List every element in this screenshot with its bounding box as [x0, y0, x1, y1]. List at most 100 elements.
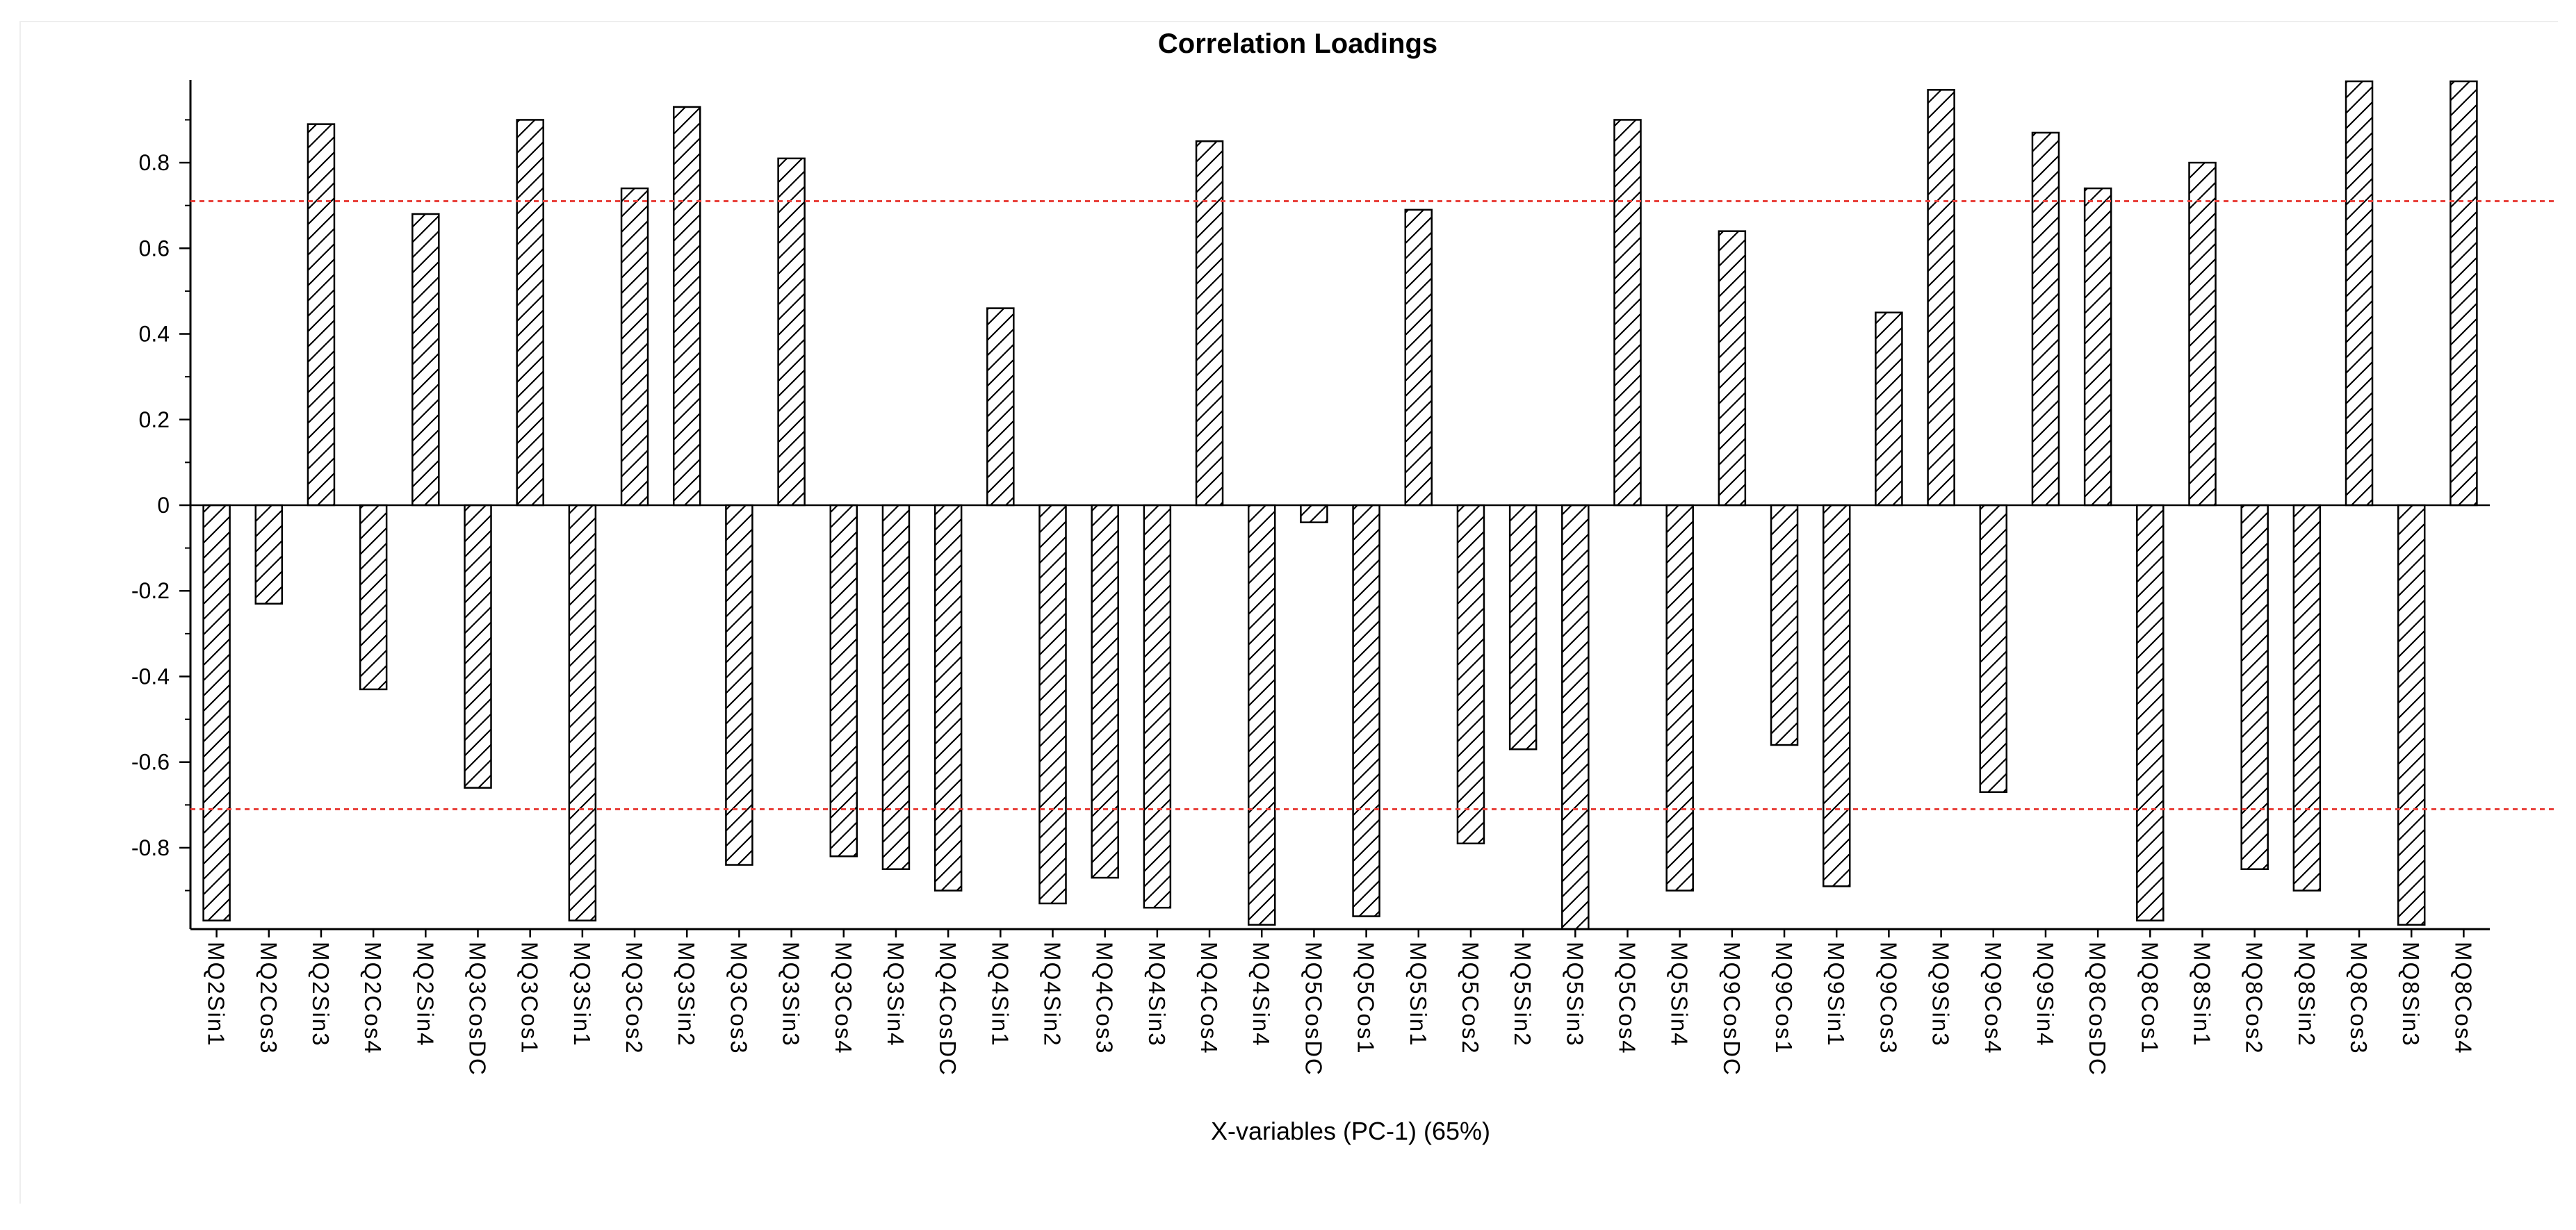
x-tick-label: MQ5Cos2: [1458, 942, 1483, 1055]
bar-mq9sin4: [2031, 131, 2060, 507]
x-tick-label: MQ4Sin2: [1040, 942, 1066, 1047]
x-tick-label: MQ4CosDC: [935, 942, 961, 1076]
x-tick-label: MQ9CosDC: [1719, 942, 1745, 1076]
bar-mq8cos3: [2345, 80, 2374, 507]
x-tick-label: MQ5Sin3: [1562, 942, 1588, 1047]
x-tick-label: MQ8Sin2: [2294, 942, 2320, 1047]
bar-mq2sin4: [411, 213, 440, 507]
bar-mq9cosdc: [1718, 230, 1747, 507]
x-tick-label: MQ5Cos4: [1615, 942, 1640, 1055]
bar-mq3sin2: [672, 106, 701, 507]
x-tick-label: MQ3CosDC: [465, 942, 491, 1076]
x-tick-label: MQ3Sin4: [883, 942, 908, 1047]
x-tick-label: MQ3Sin3: [778, 942, 804, 1047]
x-tick-label: MQ3Cos4: [831, 942, 856, 1055]
y-tick-label: 0: [157, 493, 170, 518]
x-tick-label: MQ3Cos1: [517, 942, 543, 1055]
bar-mq4sin4: [1247, 504, 1276, 926]
y-tick-label: 0.6: [139, 236, 170, 261]
x-tick-label: MQ4Sin3: [1144, 942, 1170, 1047]
y-tick-label: -0.6: [131, 750, 170, 775]
bar-mq9sin3: [1927, 89, 1955, 507]
bar-mq5cos4: [1613, 119, 1642, 507]
x-tick-label: MQ5Cos1: [1353, 942, 1379, 1055]
bar-mq3sin1: [568, 504, 597, 921]
x-tick-label: MQ3Sin1: [569, 942, 595, 1047]
x-tick-label: MQ5Sin4: [1667, 942, 1693, 1047]
x-tick-label: MQ8Sin1: [2190, 942, 2215, 1047]
x-tick-label: MQ9Cos4: [1980, 942, 2006, 1055]
correlation-loadings-chart: Correlation Loadings -0.8 -0.6 -0.4 -0.2 0 0.…: [131, 28, 2558, 1145]
bar-mq3cos1: [516, 119, 544, 507]
bar-mq8cos2: [2240, 504, 2269, 870]
bar-mq4cos4: [1195, 140, 1224, 507]
x-axis-label: X-variables (PC-1) (65%): [1211, 1117, 1490, 1145]
bar-mq3cos2: [620, 187, 649, 507]
bar-mq2cos3: [254, 504, 284, 605]
bar-mq8sin1: [2188, 161, 2217, 507]
x-tick-label: MQ8CosDC: [2085, 942, 2110, 1076]
x-tick-label: MQ2Sin3: [308, 942, 334, 1047]
x-tick-label: MQ9Sin3: [1928, 942, 1954, 1047]
x-tick-label: MQ9Cos3: [1875, 942, 1901, 1055]
x-tick-label: MQ4Sin1: [987, 942, 1013, 1047]
bar-mq5sin1: [1404, 208, 1433, 507]
bar-mq9cos4: [1979, 504, 2008, 794]
y-tick-label: -0.2: [131, 578, 170, 603]
bar-mq4sin2: [1038, 504, 1067, 905]
x-tick-label: MQ5CosDC: [1301, 942, 1326, 1076]
bar-mq4cos3: [1091, 504, 1119, 879]
bar-mq2cos4: [359, 504, 388, 691]
bar-mq3sin4: [881, 504, 911, 870]
x-tick-label: MQ3Cos2: [621, 942, 647, 1055]
x-tick-label: MQ2Sin4: [412, 942, 438, 1047]
chart-frame: Correlation Loadings -0.8 -0.6 -0.4 -0.2 0 0.…: [19, 21, 2558, 1204]
x-tick-label: MQ3Cos3: [726, 942, 751, 1055]
x-tick-label: MQ9Sin1: [1823, 942, 1849, 1047]
bar-mq5sin2: [1508, 504, 1538, 751]
bar-mq9cos3: [1875, 311, 1903, 507]
y-tick-label: 0.4: [139, 322, 170, 347]
bar-mq5cos2: [1456, 504, 1485, 845]
bar-mq9cos1: [1770, 504, 1799, 746]
bar-mq5sin3: [1561, 504, 1590, 930]
bar-mq8sin3: [2397, 504, 2426, 926]
x-tick-label: MQ8Cos4: [2450, 942, 2476, 1055]
y-tick-label: 0.8: [139, 150, 170, 175]
x-tick-label: MQ8Sin3: [2398, 942, 2424, 1047]
x-tick-label: MQ8Cos3: [2346, 942, 2372, 1055]
bar-mq3cos4: [829, 504, 858, 858]
y-tick-label: -0.4: [131, 664, 170, 689]
chart-title: Correlation Loadings: [1158, 28, 1437, 59]
bar-mq4sin1: [986, 307, 1015, 507]
bar-mq2sin3: [307, 123, 336, 507]
bar-mq2sin1: [202, 504, 231, 921]
x-tick-label: MQ5Sin1: [1405, 942, 1431, 1047]
bar-mq4sin3: [1143, 504, 1172, 909]
bar-mq3sin3: [777, 157, 806, 507]
x-tick-label: MQ2Cos4: [360, 942, 386, 1055]
x-tick-label: MQ2Cos3: [256, 942, 282, 1055]
x-tick-label: MQ8Cos2: [2242, 942, 2267, 1055]
x-tick-label: MQ5Sin2: [1510, 942, 1535, 1047]
bar-mq3cos3: [725, 504, 753, 866]
y-tick-label: -0.8: [131, 835, 170, 860]
bar-mq4cosdc: [934, 504, 963, 892]
x-tick-label: MQ9Sin4: [2032, 942, 2058, 1047]
x-tick-label: MQ3Sin2: [674, 942, 699, 1047]
x-tick-label: MQ4Cos4: [1196, 942, 1222, 1055]
x-tick-label: MQ2Sin1: [204, 942, 229, 1047]
bar-mq5cos1: [1352, 504, 1380, 917]
bar-mq8cosdc: [2083, 187, 2112, 507]
x-tick-label: MQ8Cos1: [2137, 942, 2162, 1055]
y-tick-label: 0.2: [139, 407, 170, 432]
x-tick-label: MQ4Sin4: [1248, 942, 1274, 1047]
bar-mq8sin2: [2292, 504, 2322, 892]
bar-mq8cos1: [2136, 504, 2165, 921]
plot-area: -0.8 -0.6 -0.4 -0.2 0 0.2 0.4 0.6 0.8 MQ2Sin1 MQ2C…: [131, 80, 2558, 1076]
x-tick-label: MQ9Cos1: [1771, 942, 1797, 1055]
bar-mq5cosdc: [1300, 504, 1328, 523]
bar-mq5sin4: [1665, 504, 1694, 892]
bar-mq8cos4: [2449, 80, 2478, 507]
bar-mq3cosdc: [464, 504, 492, 789]
